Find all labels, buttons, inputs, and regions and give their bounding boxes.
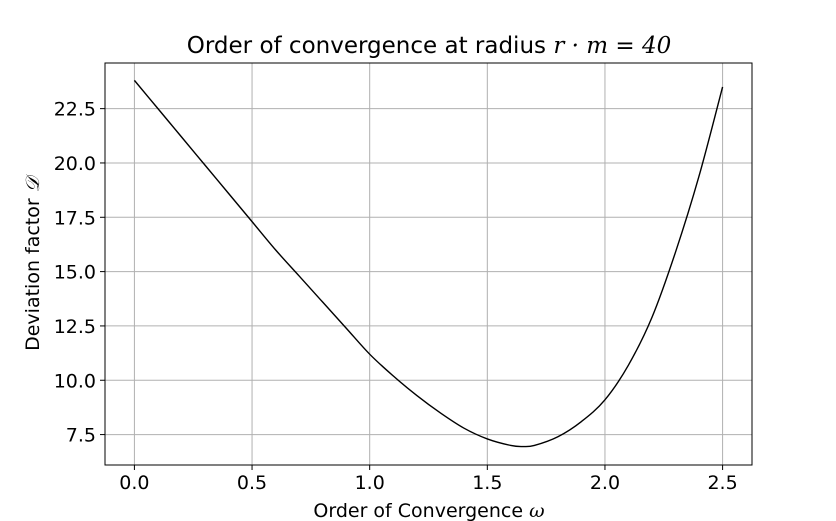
y-axis-label: Deviation factor 𝒟	[22, 173, 44, 351]
series-line	[133, 79, 724, 448]
x-axis-label-math: ω	[529, 500, 545, 521]
x-tick-label: 0.0	[119, 472, 149, 494]
x-tick-label: 2.0	[590, 472, 620, 494]
series-layer	[133, 79, 724, 448]
y-tick-label: 15.0	[54, 262, 96, 284]
x-axis-label: Order of Convergence ω	[313, 500, 544, 521]
chart-title-math: r · m = 40	[553, 33, 671, 59]
x-tick-label: 1.5	[472, 472, 502, 494]
y-tick-label: 22.5	[54, 99, 96, 121]
y-tick-label: 20.0	[54, 153, 96, 175]
y-axis-ticks: 7.5 10.0 12.5 15.0 17.5 20.0 22.5	[54, 99, 105, 447]
y-axis-label-math: 𝒟	[22, 173, 44, 192]
x-tick-label: 2.5	[707, 472, 737, 494]
y-tick-label: 7.5	[66, 425, 96, 447]
chart-title-text: Order of convergence at radius	[187, 33, 554, 59]
x-tick-label: 1.0	[355, 472, 385, 494]
y-tick-label: 10.0	[54, 370, 96, 392]
y-tick-label: 12.5	[54, 316, 96, 338]
chart-title: Order of convergence at radius r · m = 4…	[187, 33, 671, 59]
x-axis-ticks: 0.0 0.5 1.0 1.5 2.0 2.5	[119, 465, 738, 494]
y-axis-label-text: Deviation factor	[22, 192, 44, 351]
x-tick-label: 0.5	[237, 472, 267, 494]
grid	[105, 63, 752, 465]
plot-area: 0.0 0.5 1.0 1.5 2.0 2.5 7.5 10.0 12.5 15.0 17.5 20…	[54, 62, 753, 494]
y-tick-label: 17.5	[54, 207, 96, 229]
x-axis-label-text: Order of Convergence	[313, 500, 529, 521]
plot-frame	[104, 62, 753, 466]
